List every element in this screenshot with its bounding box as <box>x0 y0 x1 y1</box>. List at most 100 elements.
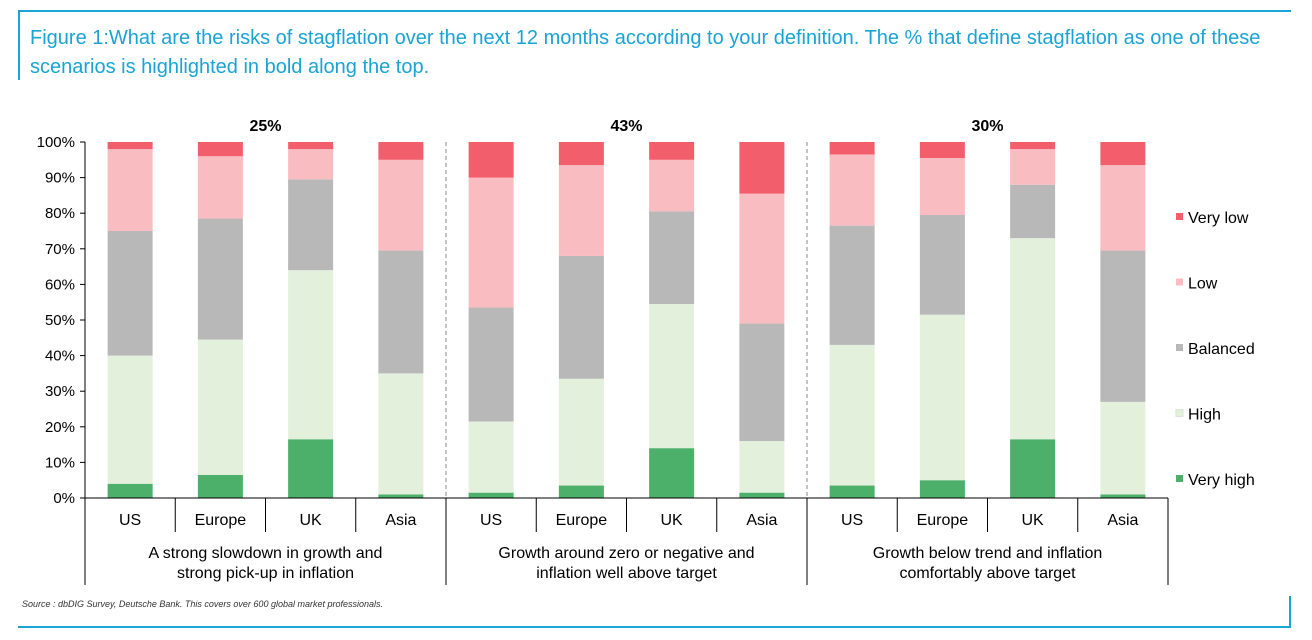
bar-segment-low <box>197 156 243 219</box>
bar-segment-balanced <box>1010 184 1056 239</box>
bar-segment-very-low <box>829 142 875 155</box>
legend-swatch-low <box>1176 278 1183 286</box>
x-category-label: US <box>480 512 502 529</box>
x-category-label: UK <box>1022 512 1045 529</box>
figure-title: Figure 1:What are the risks of stagflati… <box>30 27 1261 78</box>
bar-segment-balanced <box>288 179 334 271</box>
y-tick-label: 80% <box>45 205 75 222</box>
y-tick-label: 100% <box>37 134 75 151</box>
bar-segment-balanced <box>919 214 965 315</box>
x-category-label: UK <box>661 512 684 529</box>
bar-segment-low <box>468 177 514 308</box>
bar-segment-very-high <box>1100 494 1146 498</box>
bar-segment-low <box>558 165 604 256</box>
bar-segment-very-low <box>1010 142 1056 150</box>
x-category-label: US <box>841 512 863 529</box>
legend-label-very-high: Very high <box>1188 472 1255 489</box>
bar-segment-high <box>288 270 334 440</box>
bar-segment-very-low <box>197 142 243 157</box>
bar-segment-balanced <box>468 307 514 422</box>
bar-segment-very-low <box>378 142 424 160</box>
bar-segment-balanced <box>649 211 695 304</box>
bar-segment-very-high <box>739 492 785 498</box>
bar-segment-low <box>829 154 875 226</box>
bar-segment-high <box>1010 238 1056 440</box>
group-highlight-percent: 25% <box>249 118 281 135</box>
bar-segment-very-high <box>288 439 334 498</box>
x-category-label: UK <box>300 512 323 529</box>
x-category-label: Europe <box>195 512 247 529</box>
bar-segment-low <box>1010 149 1056 185</box>
bar-segment-high <box>1100 401 1146 495</box>
bar-segment-high <box>919 314 965 481</box>
bar-segment-very-high <box>468 492 514 498</box>
group-highlight-percent: 30% <box>971 118 1003 135</box>
group-label: Growth below trend and inflation comforta… <box>873 545 1102 582</box>
legend-swatch-balanced <box>1176 344 1183 351</box>
x-category-label: Europe <box>556 512 608 529</box>
bar-segment-balanced <box>107 231 153 356</box>
frame-top-border <box>18 10 1291 12</box>
y-tick-label: 70% <box>45 241 75 258</box>
bar-segment-very-high <box>919 480 965 498</box>
bar-segment-balanced <box>739 323 785 442</box>
bar-segment-very-high <box>649 448 695 498</box>
y-tick-label: 50% <box>45 312 75 329</box>
source-note: Source : dbDIG Survey, Deutsche Bank. Th… <box>22 599 384 609</box>
x-category-label: US <box>119 512 141 529</box>
frame-bottom-border <box>18 626 1291 628</box>
group-label: A strong slowdown in growth and strong pi… <box>149 545 383 582</box>
y-tick-label: 90% <box>45 170 75 187</box>
legend-label-balanced: Balanced <box>1188 341 1255 358</box>
legend-swatch-high <box>1175 409 1184 417</box>
legend-label-high: High <box>1188 407 1221 424</box>
y-tick-label: 10% <box>45 454 75 471</box>
bar-segment-very-low <box>649 142 695 160</box>
bar-segment-very-low <box>558 142 604 166</box>
bar-segment-very-high <box>1010 439 1056 498</box>
bar-segment-high <box>558 378 604 486</box>
bar-segment-high <box>378 373 424 495</box>
bar-segment-very-low <box>919 142 965 159</box>
bar-segment-balanced <box>197 218 243 340</box>
y-tick-label: 20% <box>45 419 75 436</box>
bar-segment-low <box>107 149 153 231</box>
bar-segment-high <box>739 441 785 493</box>
bar-segment-low <box>919 158 965 215</box>
bar-segment-high <box>197 339 243 475</box>
bar-segment-very-high <box>558 485 604 498</box>
bar-segment-low <box>649 159 695 212</box>
bar-segment-very-low <box>288 142 334 150</box>
y-tick-label: 0% <box>53 490 75 507</box>
bar-segment-very-high <box>107 483 153 498</box>
legend-label-very-low: Very low <box>1188 210 1249 227</box>
legend-swatch-very-low <box>1176 213 1183 220</box>
bar-segment-very-high <box>378 494 424 498</box>
bar-segment-balanced <box>558 255 604 379</box>
bar-segment-high <box>649 303 695 449</box>
bar-segment-very-high <box>829 485 875 498</box>
bar-segment-very-low <box>739 142 785 194</box>
x-category-label: Asia <box>746 512 777 529</box>
bar-segment-high <box>468 421 514 493</box>
bar-segment-very-low <box>468 142 514 178</box>
bar-segment-balanced <box>829 225 875 345</box>
bar-segment-very-low <box>107 142 153 150</box>
legend-swatch-very-high <box>1176 475 1183 482</box>
bar-segment-low <box>288 149 334 180</box>
y-tick-label: 60% <box>45 276 75 293</box>
x-category-label: Europe <box>917 512 969 529</box>
bar-segment-very-low <box>1100 142 1146 166</box>
bar-segment-low <box>1100 165 1146 251</box>
group-label: Growth around zero or negative and inflat… <box>498 545 754 582</box>
bar-segment-balanced <box>1100 250 1146 402</box>
bar-segment-low <box>378 159 424 251</box>
bar-segment-low <box>739 193 785 324</box>
y-tick-label: 40% <box>45 348 75 365</box>
x-category-label: Asia <box>1107 512 1138 529</box>
legend-label-low: Low <box>1188 276 1218 293</box>
x-category-label: Asia <box>385 512 416 529</box>
frame-right-border <box>1289 596 1291 626</box>
bar-segment-balanced <box>378 250 424 374</box>
